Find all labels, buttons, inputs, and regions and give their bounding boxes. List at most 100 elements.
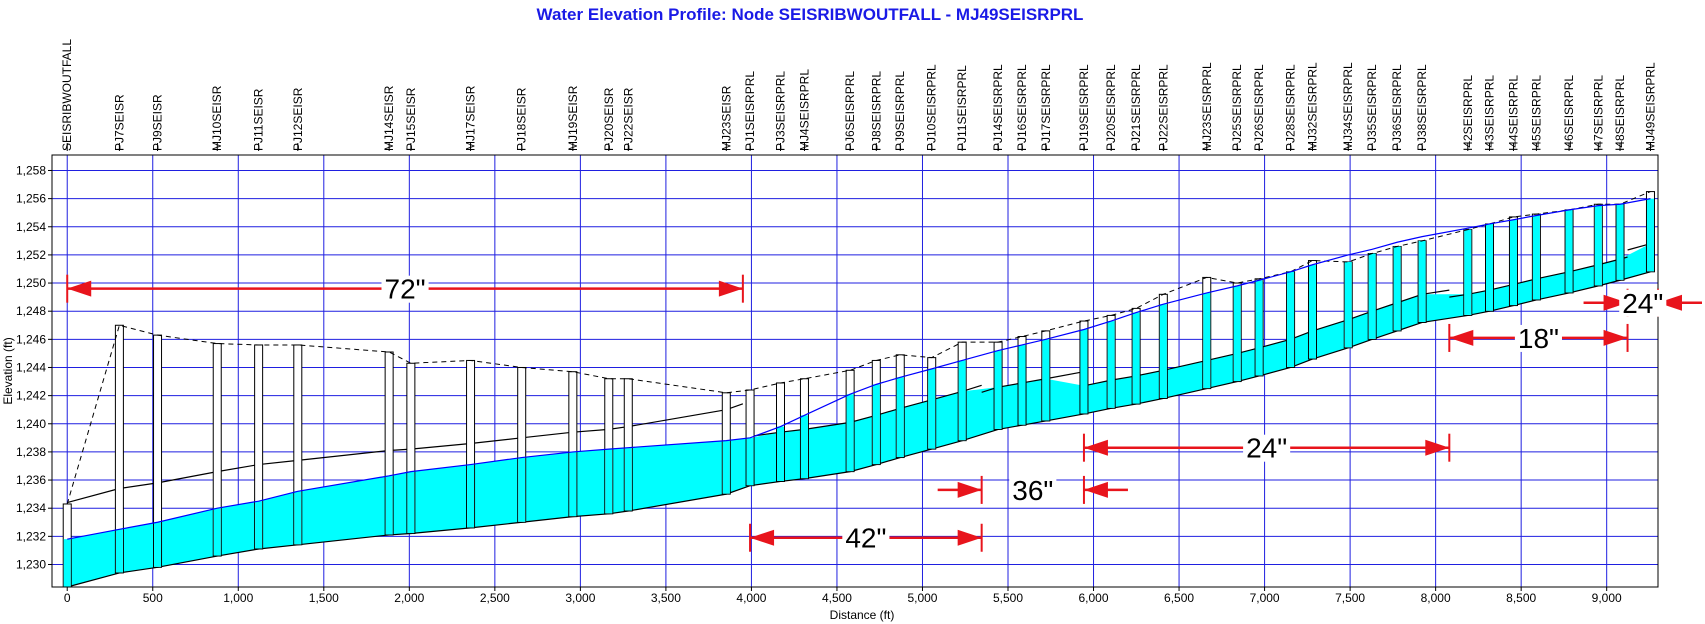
node-water [213,508,221,556]
label-background [1619,289,1667,317]
node-label: I45SEISRPRL [1529,75,1543,151]
node-label: PJ38SEISRPRL [1415,64,1429,151]
pipe-size-label: 36" [1012,475,1053,506]
node-label: PJ1SEISRPRL [743,71,757,151]
node-water [1308,264,1316,359]
node-structure [517,366,527,523]
arrow-head [1083,439,1108,456]
x-tick-label: 6,500 [1164,591,1194,605]
node-water [1203,292,1211,389]
arrow-head [1449,329,1474,346]
node-water [1646,198,1654,272]
arrow-head [718,280,743,297]
node-label: PJ20SEISR [602,87,616,151]
y-tick-label: 1,242 [16,389,46,403]
node-structure [114,324,124,574]
x-tick-label: 8,500 [1506,591,1536,605]
water-line [67,198,1651,540]
node-water [518,457,526,522]
node-label: PJ17SEISRPRL [1039,64,1053,151]
node-label: MJ14SEISR [382,85,396,151]
ground-line [66,191,1651,505]
node-label: PJ8SEISRPRL [869,71,883,151]
x-tick-label: 5,000 [907,591,937,605]
x-tick-label: 7,000 [1250,591,1280,605]
node-water [569,451,577,517]
x-tick-label: 6,000 [1079,591,1109,605]
node-structure [604,378,614,515]
node-structure [406,362,416,535]
node-water [1368,253,1376,339]
node-water [1042,339,1050,421]
arrow-head [1083,481,1108,498]
y-tick-label: 1,254 [16,220,46,234]
node-label: PJ22SEISRPRL [1156,64,1170,151]
arrow-head [957,529,982,546]
pipe-annotation: 24" [1583,288,1702,319]
node-label: I43SEISRPRL [1483,75,1497,151]
node-water [154,522,162,567]
x-tick-label: 500 [143,591,163,605]
pipe-invert [67,271,1651,588]
node-water [63,539,71,587]
node-label: PJ10SEISRPRL [925,64,939,151]
node-water [928,368,936,449]
y-tick-label: 1,234 [16,501,46,515]
pipe-size-label: 24" [1622,288,1663,319]
y-tick-label: 1,240 [16,417,46,431]
node-label: PJ9SEISRPRL [893,71,907,151]
node-label: PJ19SEISRPRL [1077,64,1091,151]
node-label: I48SEISRPRL [1613,75,1627,151]
node-water [1532,215,1540,300]
node-water [1509,219,1517,306]
pipe-size-label: 24" [1246,433,1287,464]
y-tick-label: 1,256 [16,192,46,206]
node-water [407,471,415,534]
node-water [746,437,754,486]
node-water [1616,204,1624,280]
pipe-size-label: 42" [845,523,886,554]
node-water [1393,246,1401,331]
y-tick-label: 1,252 [16,248,46,262]
node-label: PJ11SEISRPRL [955,65,969,151]
arrow-head [1603,294,1628,311]
node-water [722,440,730,494]
node-structure [212,343,222,557]
node-water [1486,223,1494,311]
y-tick-label: 1,230 [16,557,46,571]
x-tick-label: 4,500 [822,591,852,605]
x-tick-label: 3,500 [651,591,681,605]
chart-title: Water Elevation Profile: Node SEISRIBWOU… [537,5,1084,24]
node-label: PJ21SEISRPRL [1129,64,1143,151]
node-water [467,464,475,528]
node-label: I42SEISRPRL [1461,75,1475,151]
y-tick-label: 1,232 [16,529,46,543]
node-water [800,415,808,479]
y-tick-label: 1,250 [16,276,46,290]
node-water [994,350,1002,429]
node-label: PJ22SEISR [621,87,635,151]
node-water [1018,344,1026,425]
node-label: I44SEISRPRL [1506,75,1520,151]
node-label: MJ32SEISRPRL [1305,62,1319,151]
label-background [381,275,429,303]
node-label: PJ14SEISRPRL [991,64,1005,151]
node-structure [623,378,633,512]
x-tick-label: 0 [64,591,71,605]
label-background [1009,476,1057,504]
node-water [1344,261,1352,348]
node-label: PJ6SEISRPRL [843,71,857,151]
node-water [1594,205,1602,286]
node-water [1287,271,1295,367]
node-water [1565,209,1573,293]
node-water [624,447,632,511]
arrow-head [1603,329,1628,346]
x-tick-label: 1,000 [223,591,253,605]
label-background [1514,324,1562,352]
node-label: MJ23SEISRPRL [1200,62,1214,151]
node-label: PJ18SEISR [515,87,529,151]
node-label: PJ20SEISRPRL [1104,64,1118,151]
x-tick-label: 3,000 [565,591,595,605]
label-background [1243,434,1291,462]
